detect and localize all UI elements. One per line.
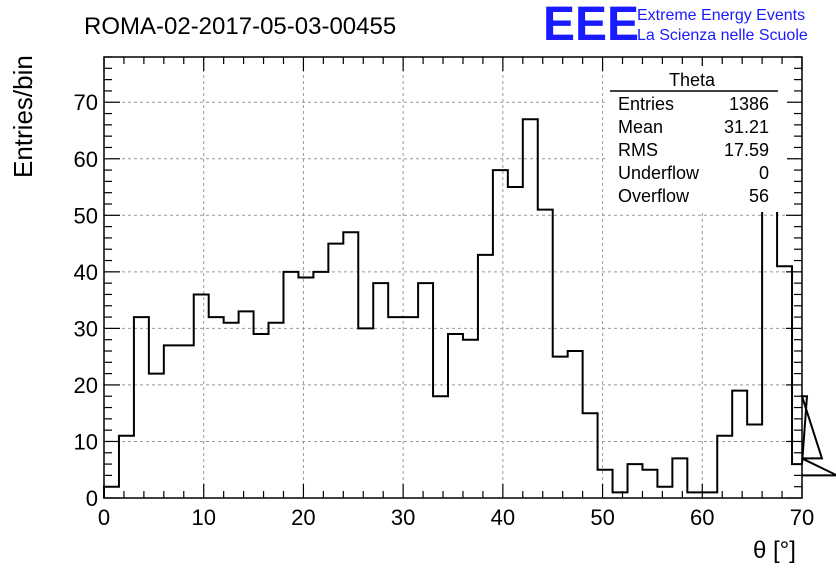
logo-line-1: Extreme Energy Events [637, 7, 805, 24]
x-tick-label: 30 [391, 505, 415, 530]
stats-row-label: Mean [618, 117, 663, 137]
x-tick-label: 20 [291, 505, 315, 530]
stats-row-label: Overflow [618, 186, 690, 206]
run-title: ROMA-02-2017-05-03-00455 [84, 13, 396, 40]
x-tick-label: 70 [790, 505, 814, 530]
eee-logo: EEE Extreme Energy Events La Scienza nel… [543, 0, 808, 51]
stats-box-title: Theta [669, 70, 716, 90]
stats-row-value: 31.21 [724, 117, 769, 137]
y-tick-label: 20 [74, 373, 98, 398]
stats-row-value: 0 [759, 163, 769, 183]
x-tick-labels: 0 10 20 30 40 50 60 70 [98, 505, 814, 530]
plot-frame [103, 56, 803, 499]
stats-row-label: Underflow [618, 163, 700, 183]
stats-row-value: 1386 [729, 94, 769, 114]
x-axis-label: θ [°] [753, 537, 796, 564]
y-tick-labels: 0 10 20 30 40 50 60 70 [74, 90, 98, 511]
y-tick-label: 60 [74, 147, 98, 172]
x-tick-label: 60 [690, 505, 714, 530]
stats-row-value: 56 [749, 186, 769, 206]
y-tick-label: 10 [74, 429, 98, 454]
y-tick-label: 50 [74, 203, 98, 228]
axis-ticks [103, 56, 803, 499]
y-tick-label: 40 [74, 260, 98, 285]
histogram-step-line [103, 78, 836, 498]
stats-box: Theta Entries 1386 Mean 31.21 RMS 17.59 Underf… [607, 66, 787, 212]
logo-mark: EEE [543, 0, 639, 51]
x-tick-label: 40 [491, 505, 515, 530]
x-tick-label: 10 [191, 505, 215, 530]
stats-row-value: 17.59 [724, 140, 769, 160]
y-tick-label: 30 [74, 316, 98, 341]
logo-line-2: La Scienza nelle Scuole [637, 27, 808, 44]
x-tick-label: 50 [590, 505, 614, 530]
stats-row-label: RMS [618, 140, 658, 160]
y-tick-label: 70 [74, 90, 98, 115]
stats-row-label: Entries [618, 94, 674, 114]
grid-lines [104, 57, 802, 498]
y-axis-label: Entries/bin [8, 55, 38, 178]
x-tick-label: 0 [98, 505, 110, 530]
y-tick-label: 0 [86, 486, 98, 511]
